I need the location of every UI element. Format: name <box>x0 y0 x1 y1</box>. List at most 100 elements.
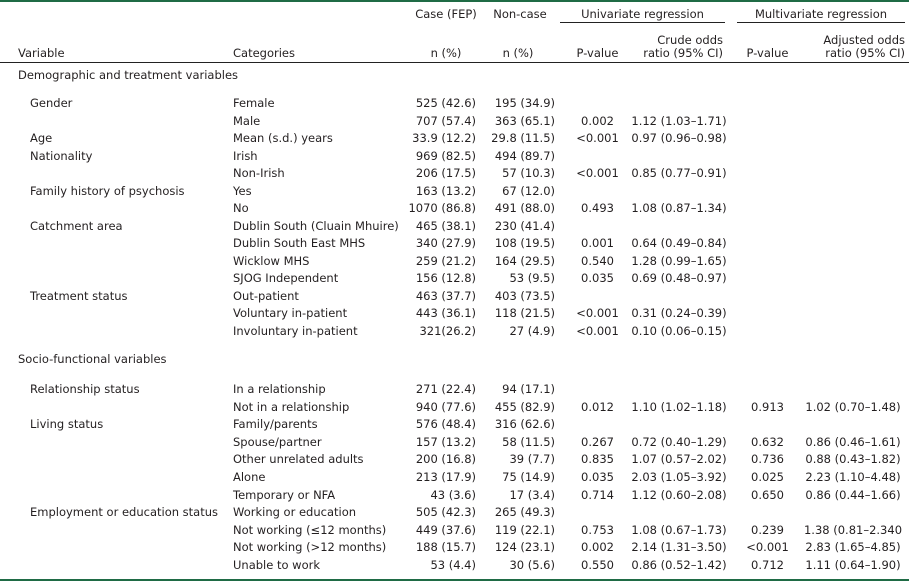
category: Family/parents <box>233 417 318 432</box>
value-cell: 1.08 (0.87–1.34) <box>631 201 727 215</box>
category: Mean (s.d.) years <box>233 131 333 145</box>
value-cell: 0.035 <box>581 271 614 285</box>
variable: Nationality <box>30 148 93 163</box>
category: SJOG Independent <box>233 271 339 285</box>
bottom-rule <box>0 579 909 581</box>
value-cell: 1.38 (0.81–2.340 <box>803 522 903 537</box>
value-cell: 0.002 <box>581 540 614 555</box>
value-cell: 0.714 <box>581 487 614 502</box>
value-cell: 525 (42.6) <box>415 96 476 110</box>
section-title: Socio-functional variables <box>18 352 167 366</box>
variable: Gender <box>30 96 73 110</box>
value-cell: 213 (17.9) <box>415 470 476 484</box>
category: Voluntary in-patient <box>233 306 348 320</box>
value-cell: 0.736 <box>751 452 784 467</box>
value-cell: 39 (7.7) <box>509 452 555 467</box>
value-cell: 265 (49.3) <box>494 505 555 520</box>
value-cell: 0.86 (0.44–1.66) <box>805 487 901 502</box>
value-cell: <0.001 <box>576 131 619 145</box>
value-cell: 321(26.2) <box>419 323 476 338</box>
value-cell: 2.14 (1.31–3.50) <box>631 540 727 555</box>
value-cell: 0.267 <box>581 434 614 449</box>
value-cell: 1.11 (0.64–1.90) <box>805 558 901 572</box>
group-rule <box>737 22 905 23</box>
value-cell: 195 (34.9) <box>494 96 555 110</box>
value-cell: 316 (62.6) <box>494 417 555 432</box>
category: Dublin South East MHS <box>233 236 366 250</box>
value-cell: <0.001 <box>576 306 619 320</box>
value-cell: 1.12 (0.60–2.08) <box>631 487 727 502</box>
column-header: Adjusted odds ratio (95% CI) <box>823 33 905 60</box>
category: Irish <box>233 148 258 163</box>
variable: Living status <box>30 417 104 432</box>
value-cell: 33.9 (12.2) <box>412 131 476 145</box>
value-cell: 0.712 <box>751 558 784 572</box>
section-title: Demographic and treatment variables <box>18 68 239 82</box>
group-header: Univariate regression <box>581 7 704 21</box>
category: Other unrelated adults <box>233 452 364 467</box>
value-cell: 108 (19.5) <box>494 236 555 250</box>
value-cell: 0.64 (0.49–0.84) <box>631 236 727 250</box>
category: Non-Irish <box>233 166 285 180</box>
value-cell: 29.8 (11.5) <box>491 131 555 145</box>
value-cell: 1.28 (0.99–1.65) <box>631 253 727 268</box>
value-cell: 1070 (86.8) <box>408 201 476 215</box>
category: Dublin South (Cluain Mhuire) <box>233 218 399 233</box>
value-cell: 17 (3.4) <box>509 487 555 502</box>
value-cell: 57 (10.3) <box>502 166 555 180</box>
value-cell: 0.035 <box>581 470 614 484</box>
value-cell: 94 (17.1) <box>502 382 555 396</box>
value-cell: <0.001 <box>576 166 619 180</box>
value-cell: 340 (27.9) <box>415 236 476 250</box>
value-cell: 0.001 <box>581 236 614 250</box>
value-cell: 206 (17.5) <box>415 166 476 180</box>
value-cell: 0.239 <box>751 522 784 537</box>
value-cell: 0.835 <box>581 452 614 467</box>
category: Female <box>233 96 275 110</box>
category: Male <box>233 113 261 128</box>
value-cell: 0.97 (0.96–0.98) <box>631 131 727 145</box>
value-cell: 465 (38.1) <box>415 218 476 233</box>
value-cell: 163 (13.2) <box>415 183 476 198</box>
group-header: Non-case <box>493 7 547 21</box>
category: Out-patient <box>233 288 299 303</box>
value-cell: 0.10 (0.06–0.15) <box>631 323 727 338</box>
value-cell: 0.913 <box>751 399 784 414</box>
value-cell: 505 (42.3) <box>415 505 476 520</box>
value-cell: 1.07 (0.57–2.02) <box>631 452 727 467</box>
category: Spouse/partner <box>233 434 322 449</box>
column-header: Categories <box>233 46 295 60</box>
value-cell: 494 (89.7) <box>494 148 555 163</box>
value-cell: <0.001 <box>746 540 789 555</box>
category: Unable to work <box>233 558 321 572</box>
value-cell: 53 (4.4) <box>430 558 476 572</box>
variable: Family history of psychosis <box>30 183 185 198</box>
category: Wicklow MHS <box>233 253 310 268</box>
category: Involuntary in-patient <box>233 323 358 338</box>
category: In a relationship <box>233 382 326 396</box>
category: Not working (≤12 months) <box>233 522 387 537</box>
group-header: Multivariate regression <box>754 7 888 21</box>
value-cell: 0.550 <box>581 558 614 572</box>
value-cell: 0.31 (0.24–0.39) <box>631 306 727 320</box>
variable: Age <box>30 131 53 145</box>
value-cell: 30 (5.6) <box>509 558 555 572</box>
category: Not working (>12 months) <box>233 540 387 555</box>
category: No <box>233 201 249 215</box>
header-rule <box>0 62 909 63</box>
value-cell: 2.23 (1.10–4.48) <box>805 470 901 484</box>
group-header: Case (FEP) <box>415 7 477 21</box>
value-cell: 363 (65.1) <box>494 113 555 128</box>
value-cell: 119 (22.1) <box>494 522 555 537</box>
value-cell: 27 (4.9) <box>509 323 555 338</box>
variable: Treatment status <box>30 288 128 303</box>
value-cell: 157 (13.2) <box>415 434 476 449</box>
value-cell: 164 (29.5) <box>494 253 555 268</box>
column-header: n (%) <box>502 46 534 60</box>
value-cell: 2.83 (1.65–4.85) <box>805 540 901 555</box>
value-cell: 0.86 (0.52–1.42) <box>631 558 727 572</box>
category: Yes <box>233 183 252 198</box>
value-cell: 0.72 (0.40–1.29) <box>631 434 727 449</box>
column-header: Crude odds ratio (95% CI) <box>643 33 723 60</box>
